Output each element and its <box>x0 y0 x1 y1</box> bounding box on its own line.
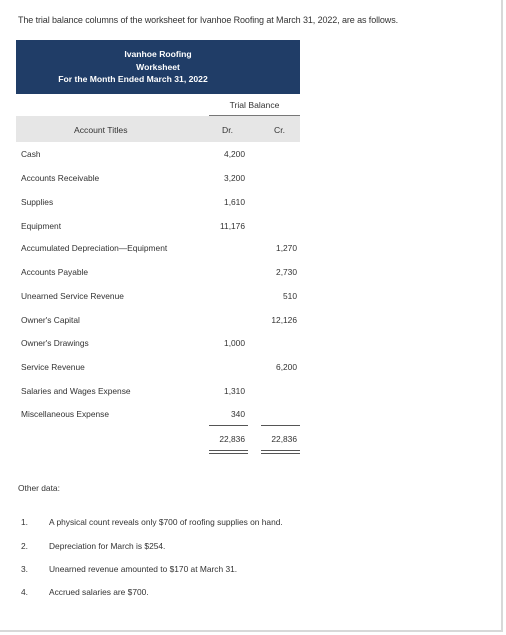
account-name: Salaries and Wages Expense <box>21 386 131 396</box>
note-number: 2. <box>21 541 28 551</box>
worksheet-period: For the Month Ended March 31, 2022 <box>58 74 208 84</box>
credit-total: 22,836 <box>271 434 297 444</box>
credit-header: Cr. <box>274 125 285 135</box>
table-row: Salaries and Wages Expense 1,310 <box>0 386 310 400</box>
debit-value: 1,000 <box>224 338 245 348</box>
company-name: Ivanhoe Roofing <box>124 49 192 59</box>
debit-double-rule-1 <box>209 450 248 451</box>
debit-value: 4,200 <box>224 149 245 159</box>
credit-value: 12,126 <box>271 315 297 325</box>
credit-value: 6,200 <box>276 362 297 372</box>
table-row: Supplies 1,610 <box>0 197 310 211</box>
intro-text: The trial balance columns of the workshe… <box>18 15 399 25</box>
debit-value: 1,610 <box>224 197 245 207</box>
credit-double-rule-1 <box>261 450 300 451</box>
note-text: Accrued salaries are $700. <box>49 587 149 597</box>
debit-header: Dr. <box>222 125 233 135</box>
table-row: Cash 4,200 <box>0 149 310 163</box>
debit-total: 22,836 <box>219 434 245 444</box>
table-row: Equipment 11,176 <box>0 221 310 235</box>
worksheet-title: Worksheet <box>136 61 180 72</box>
credit-value: 2,730 <box>276 267 297 277</box>
worksheet-header: Ivanhoe Roofing Worksheet For the Month … <box>16 40 300 94</box>
debit-double-rule-2 <box>209 453 248 454</box>
account-titles-header: Account Titles <box>74 125 128 135</box>
table-row: Accounts Receivable 3,200 <box>0 173 310 187</box>
account-name: Equipment <box>21 221 62 231</box>
debit-value: 3,200 <box>224 173 245 183</box>
account-name: Unearned Service Revenue <box>21 291 124 301</box>
table-row: Unearned Service Revenue 510 <box>0 291 310 305</box>
debit-value: 1,310 <box>224 386 245 396</box>
column-header-row: Account Titles Dr. Cr. <box>16 116 300 142</box>
debit-value: 340 <box>231 409 245 419</box>
table-row: Accounts Payable 2,730 <box>0 267 310 281</box>
note-number: 4. <box>21 587 28 597</box>
debit-value: 11,176 <box>220 221 245 231</box>
credit-value: 1,270 <box>276 243 297 253</box>
note-text: Unearned revenue amounted to $170 at Mar… <box>49 564 238 574</box>
debit-sum-rule <box>209 425 248 426</box>
account-name: Accounts Receivable <box>21 173 100 183</box>
note-number: 3. <box>21 564 28 574</box>
note-number: 1. <box>21 517 28 527</box>
account-name: Miscellaneous Expense <box>21 409 109 419</box>
table-row: Owner's Drawings 1,000 <box>0 338 310 352</box>
note-text: A physical count reveals only $700 of ro… <box>49 517 283 527</box>
table-row: Owner's Capital 12,126 <box>0 315 310 329</box>
account-name: Owner's Capital <box>21 315 80 325</box>
account-name: Owner's Drawings <box>21 338 89 348</box>
account-name: Accounts Payable <box>21 267 89 277</box>
account-name: Supplies <box>21 197 54 207</box>
credit-sum-rule <box>261 425 300 426</box>
note-text: Depreciation for March is $254. <box>49 541 166 551</box>
credit-double-rule-2 <box>261 453 300 454</box>
table-row: Accumulated Depreciation—Equipment 1,270 <box>0 243 310 257</box>
account-name: Accumulated Depreciation—Equipment <box>21 243 168 253</box>
trial-balance-rule <box>209 115 300 116</box>
table-row: Service Revenue 6,200 <box>0 362 310 376</box>
trial-balance-heading: Trial Balance <box>229 100 280 110</box>
account-name: Cash <box>21 149 41 159</box>
credit-value: 510 <box>283 291 297 301</box>
other-data-label: Other data: <box>18 483 60 493</box>
table-row: Miscellaneous Expense 340 <box>0 409 310 423</box>
account-name: Service Revenue <box>21 362 85 372</box>
